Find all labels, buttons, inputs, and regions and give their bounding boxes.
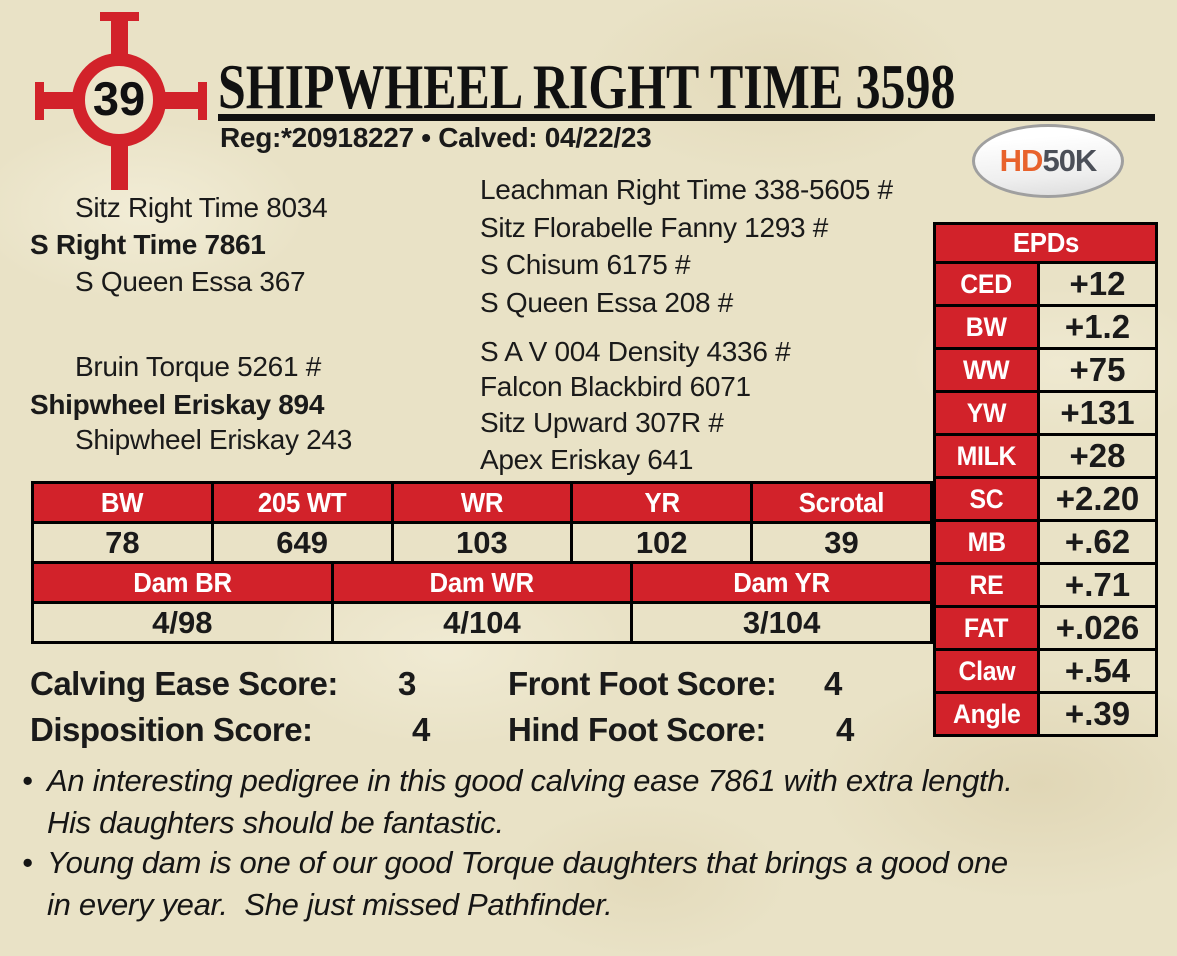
front-foot-score-value: 4	[824, 665, 842, 702]
dam-ancestor-4: Apex Eriskay 641	[480, 444, 694, 475]
note-1-line-2: His daughters should be fantastic.	[47, 805, 504, 840]
perf-value-bw: 78	[31, 521, 214, 564]
perf-value-dam-wr: 4/104	[330, 601, 634, 644]
epd-value-milk: +28	[1036, 433, 1159, 479]
perf-header-scrotal: Scrotal	[750, 481, 933, 524]
perf-value-205wt: 649	[210, 521, 394, 564]
epd-row-bw: BW +1.2	[933, 304, 1159, 350]
dam-ancestor-3: Sitz Upward 307R #	[480, 407, 724, 438]
page-title: SHIPWHEEL RIGHT TIME 3598	[218, 51, 956, 122]
dam-ancestor-2: Falcon Blackbird 6071	[480, 371, 751, 402]
perf-value-scrotal: 39	[750, 521, 933, 564]
perf-header-dam-wr: Dam WR	[330, 561, 634, 604]
sire-grandsire: Sitz Right Time 8034	[75, 192, 328, 223]
epd-value-yw: +131	[1036, 390, 1159, 436]
calving-ease-score-value: 3	[398, 665, 416, 702]
note-2-line-2: in every year. She just missed Pathfinde…	[47, 887, 613, 922]
epd-label-claw: Claw	[933, 648, 1040, 694]
perf-header-wr: WR	[390, 481, 574, 524]
perf-value-yr: 102	[570, 521, 754, 564]
dam-granddam: Shipwheel Eriskay 243	[75, 424, 352, 455]
perf-header-row-2: Dam BR Dam WR Dam YR	[31, 561, 933, 604]
perf-value-row-1: 78 649 103 102 39	[31, 521, 933, 564]
epd-value-bw: +1.2	[1036, 304, 1159, 350]
perf-header-bw: BW	[31, 481, 214, 524]
sire-ancestor-1: Leachman Right Time 338-5605 #	[480, 174, 893, 205]
dam-name: Shipwheel Eriskay 894	[30, 389, 325, 420]
epd-label-milk: MILK	[933, 433, 1040, 479]
perf-value-dam-br: 4/98	[31, 601, 334, 644]
perf-header-yr: YR	[570, 481, 754, 524]
sire-name: S Right Time 7861	[30, 229, 266, 260]
hind-foot-score-label: Hind Foot Score:	[508, 711, 766, 748]
epd-label-bw: BW	[933, 304, 1040, 350]
calving-ease-score-label: Calving Ease Score:	[30, 665, 338, 702]
epd-header: EPDs	[932, 222, 1159, 264]
epd-row-ced: CED +12	[933, 261, 1159, 307]
epd-value-ww: +75	[1036, 347, 1159, 393]
sire-granddam: S Queen Essa 367	[75, 266, 306, 297]
epd-row-ww: WW +75	[933, 347, 1159, 393]
epd-row-milk: MILK +28	[933, 433, 1159, 479]
dam-grandsire: Bruin Torque 5261 #	[75, 351, 321, 382]
registration-line: Reg:*20918227 • Calved: 04/22/23	[220, 122, 652, 153]
front-foot-score-label: Front Foot Score:	[508, 665, 777, 702]
epd-label-ced: CED	[933, 261, 1040, 307]
epd-row-fat: FAT +.026	[933, 605, 1159, 651]
epd-header-row: EPDs	[932, 222, 1159, 264]
epd-value-claw: +.54	[1036, 648, 1159, 694]
epd-label-mb: MB	[933, 519, 1040, 565]
brand-right-cap	[198, 82, 207, 120]
hind-foot-score-value: 4	[836, 711, 854, 748]
epd-label-re: RE	[933, 562, 1040, 608]
epd-row-mb: MB +.62	[933, 519, 1159, 565]
sire-ancestor-2: Sitz Florabelle Fanny 1293 #	[480, 212, 829, 243]
sire-ancestor-3: S Chisum 6175 #	[480, 249, 691, 280]
disposition-score-label: Disposition Score:	[30, 711, 313, 748]
crosshair-brand-icon: 39	[33, 8, 211, 192]
hd50k-logo-50k: 50K	[1042, 143, 1097, 178]
epd-label-yw: YW	[933, 390, 1040, 436]
epd-value-sc: +2.20	[1036, 476, 1159, 522]
perf-value-row-2: 4/98 4/104 3/104	[31, 601, 933, 644]
hd50k-logo: HD50K	[972, 124, 1124, 198]
epd-value-fat: +.026	[1036, 605, 1159, 651]
perf-value-wr: 103	[390, 521, 574, 564]
perf-value-dam-yr: 3/104	[630, 601, 933, 644]
lot-number: 39	[92, 72, 146, 125]
epd-row-angle: Angle +.39	[933, 691, 1159, 737]
epd-value-re: +.71	[1036, 562, 1159, 608]
performance-table: BW 205 WT WR YR Scrotal 78 649 103 102 3…	[31, 481, 933, 644]
note-2-line-1: Young dam is one of our good Torque daug…	[47, 845, 1008, 880]
note-2-bullet: •	[22, 845, 33, 880]
epd-label-fat: FAT	[933, 605, 1040, 651]
dam-ancestor-1: S A V 004 Density 4336 #	[480, 336, 791, 367]
brand-top-cap	[100, 12, 139, 21]
epd-label-angle: Angle	[933, 691, 1040, 737]
brand-left-cap	[35, 82, 44, 120]
disposition-score-value: 4	[412, 711, 430, 748]
epd-row-re: RE +.71	[933, 562, 1159, 608]
epd-label-ww: WW	[933, 347, 1040, 393]
title-underline	[218, 114, 1155, 121]
sire-ancestor-4: S Queen Essa 208 #	[480, 287, 733, 318]
hd50k-logo-hd: HD	[999, 143, 1044, 178]
epd-table: EPDs CED +12 BW +1.2 WW +75 YW +131 MILK +28 …	[932, 222, 1159, 737]
perf-header-205wt: 205 WT	[210, 481, 394, 524]
epd-value-angle: +.39	[1036, 691, 1159, 737]
epd-value-mb: +.62	[1036, 519, 1159, 565]
perf-header-dam-yr: Dam YR	[630, 561, 933, 604]
note-1-bullet: •	[22, 763, 33, 798]
epd-value-ced: +12	[1036, 261, 1159, 307]
perf-header-dam-br: Dam BR	[31, 561, 334, 604]
note-1-line-1: An interesting pedigree in this good cal…	[47, 763, 1013, 798]
epd-row-sc: SC +2.20	[933, 476, 1159, 522]
epd-row-yw: YW +131	[933, 390, 1159, 436]
epd-label-sc: SC	[933, 476, 1040, 522]
epd-row-claw: Claw +.54	[933, 648, 1159, 694]
perf-header-row-1: BW 205 WT WR YR Scrotal	[31, 481, 933, 524]
